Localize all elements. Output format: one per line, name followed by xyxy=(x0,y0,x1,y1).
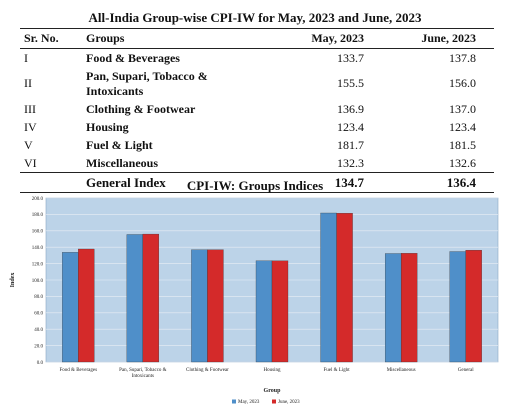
legend-swatch xyxy=(272,399,276,404)
x-tick-label: General xyxy=(458,368,474,373)
bar-june xyxy=(271,260,289,363)
y-tick-label: 40.0 xyxy=(34,328,43,333)
chart-title: CPI-IW: Groups Indices xyxy=(186,178,324,193)
bar-june xyxy=(400,253,418,363)
y-tick-label: 180.0 xyxy=(32,213,44,218)
row-group: Clothing & Footwear xyxy=(86,101,196,116)
table-row: VI Miscellaneous 132.3 132.6 xyxy=(20,154,494,173)
row-june: 156.0 xyxy=(449,76,476,90)
row-june: 123.4 xyxy=(449,119,476,134)
row-may: 132.3 xyxy=(337,155,364,170)
row-june: 137.0 xyxy=(449,101,476,116)
row-group: Fuel & Light xyxy=(86,137,153,152)
row-may: 155.5 xyxy=(337,76,364,90)
x-tick-label: Food & Beverages xyxy=(60,368,98,373)
legend-label: May, 2023 xyxy=(238,400,260,405)
total-group: General Index xyxy=(82,172,270,193)
bar-may xyxy=(191,249,208,363)
bar-chart: 0.0 20.0 40.0 60.0 80.0 100.0 120.0 140.0 160.0 1… xyxy=(10,197,499,405)
row-sr: III xyxy=(24,101,36,116)
x-tick-label: Pan, Supari, Tobacco & xyxy=(119,368,167,373)
y-tick-label: 160.0 xyxy=(32,230,44,235)
row-may: 123.4 xyxy=(337,119,364,134)
table-row: V Fuel & Light 181.7 181.5 xyxy=(20,136,494,154)
row-group: Housing xyxy=(86,119,129,134)
y-tick-label: 0.0 xyxy=(37,361,44,366)
row-june: 132.6 xyxy=(449,155,476,170)
total-row: General Index 134.7 136.4 xyxy=(20,172,494,193)
bar-june xyxy=(336,213,353,363)
x-tick-label: Clothing & Footwear xyxy=(186,368,229,373)
legend-swatch xyxy=(232,399,236,404)
x-axis-label: Group xyxy=(264,388,282,394)
total-june: 136.4 xyxy=(382,172,494,193)
table-row: IV Housing 123.4 123.4 xyxy=(20,118,494,136)
row-sr: II xyxy=(24,76,32,90)
table-row: III Clothing & Footwear 136.9 137.0 xyxy=(20,100,494,118)
y-tick-label: 120.0 xyxy=(32,262,44,267)
table-row: I Food & Beverages 133.7 137.8 xyxy=(20,49,494,68)
bar-june xyxy=(78,248,95,363)
row-may: 181.7 xyxy=(337,137,364,152)
y-axis-label: Index xyxy=(10,273,16,288)
row-sr: V xyxy=(24,137,33,152)
row-group: Miscellaneous xyxy=(86,155,158,170)
y-tick-label: 60.0 xyxy=(34,312,43,317)
bar-june xyxy=(465,250,482,363)
bar-may xyxy=(126,234,144,363)
bar-may xyxy=(320,212,337,363)
bar-may xyxy=(449,251,466,363)
bar-june xyxy=(142,233,160,363)
header-group: Groups xyxy=(82,28,270,49)
bar-may xyxy=(384,253,402,363)
bar-may xyxy=(62,252,79,363)
row-june: 181.5 xyxy=(449,137,476,152)
table-row: II Pan, Supari, Tobacco & Intoxicants 15… xyxy=(20,67,494,100)
header-june: June, 2023 xyxy=(382,28,494,49)
bar-may xyxy=(255,260,273,363)
total-may: 134.7 xyxy=(270,172,382,193)
x-tick-label: Fuel & Light xyxy=(324,368,351,373)
header-sr: Sr. No. xyxy=(20,28,82,49)
plot-area: 0.0 20.0 40.0 60.0 80.0 100.0 120.0 140.0 160.0 1… xyxy=(10,197,499,405)
row-may: 133.7 xyxy=(337,50,364,65)
row-may: 136.9 xyxy=(337,101,364,116)
header-may: May, 2023 xyxy=(270,28,382,49)
row-sr: I xyxy=(24,50,28,65)
x-tick-label: Housing xyxy=(264,368,281,373)
y-tick-label: 80.0 xyxy=(34,295,43,300)
row-group: Pan, Supari, Tobacco & Intoxicants xyxy=(86,68,208,98)
legend-label: June, 2023 xyxy=(278,400,300,405)
y-tick-label: 20.0 xyxy=(34,344,43,349)
cpi-table: Sr. No. Groups May, 2023 June, 2023 I Fo… xyxy=(20,28,494,193)
row-june: 137.8 xyxy=(449,50,476,65)
y-tick-label: 140.0 xyxy=(32,246,44,251)
row-sr: IV xyxy=(24,119,37,134)
x-tick-label: Miscellaneous xyxy=(387,368,416,373)
row-group: Food & Beverages xyxy=(86,50,180,65)
table-header-row: Sr. No. Groups May, 2023 June, 2023 xyxy=(20,28,494,49)
table-title: All-India Group-wise CPI-IW for May, 202… xyxy=(88,10,422,25)
row-sr: VI xyxy=(24,155,37,170)
y-tick-label: 200.0 xyxy=(32,197,44,202)
x-tick-label: Intoxicants xyxy=(132,374,154,379)
bar-june xyxy=(207,249,224,363)
y-tick-label: 100.0 xyxy=(32,279,44,284)
total-sr xyxy=(20,172,82,193)
